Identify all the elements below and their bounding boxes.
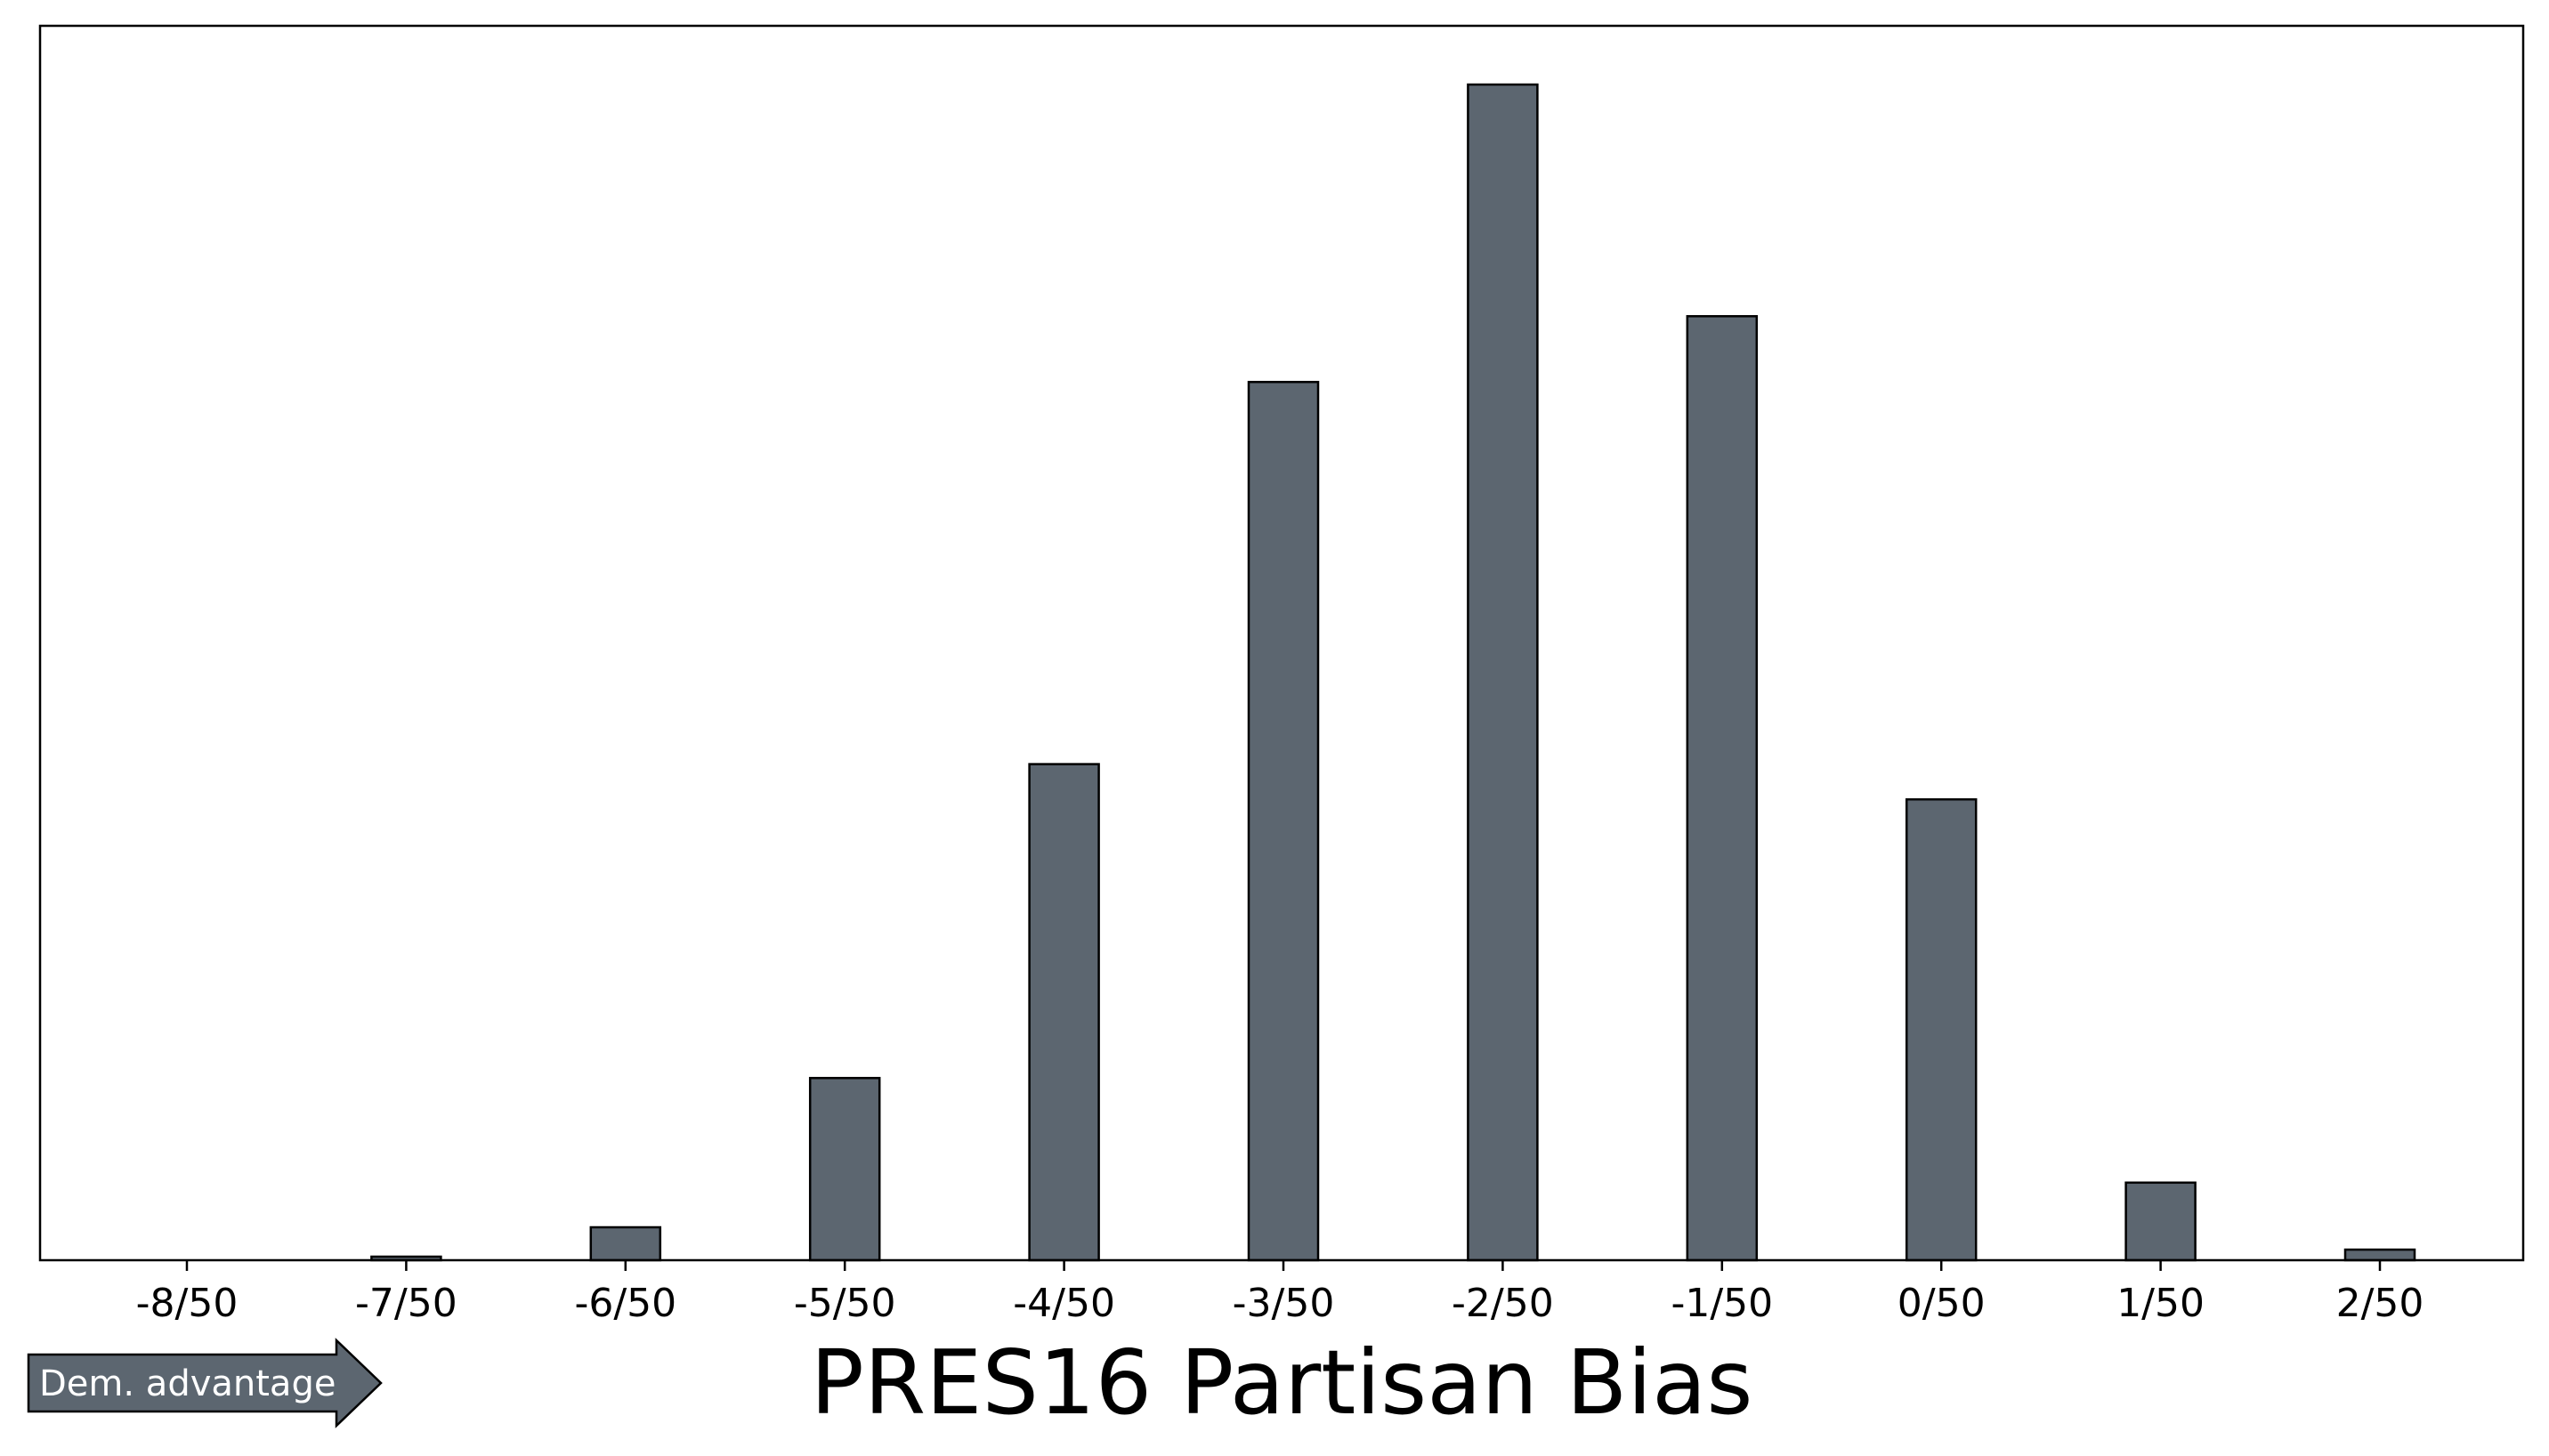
x-tick-label: -2/50 [1452, 1281, 1554, 1326]
bar [2124, 1181, 2197, 1262]
bar [2343, 1248, 2416, 1262]
bar [1247, 380, 1320, 1262]
x-tick-label: -3/50 [1233, 1281, 1335, 1326]
bar [1467, 83, 1539, 1262]
bar [1686, 315, 1759, 1262]
dem-advantage-annotation: Dem. advantage [27, 1338, 383, 1428]
bar [589, 1225, 662, 1262]
x-axis-label: PRES16 Partisan Bias [811, 1331, 1753, 1435]
bar [1028, 763, 1100, 1262]
bars-group [370, 83, 2416, 1262]
x-tick-label: -7/50 [355, 1281, 457, 1326]
x-tick-label: -8/50 [136, 1281, 239, 1326]
dem-advantage-label: Dem. advantage [39, 1363, 336, 1404]
x-tick-label: -1/50 [1671, 1281, 1773, 1326]
x-tick-label: 1/50 [2116, 1281, 2205, 1326]
plot-frame [38, 24, 2525, 1262]
x-ticks-group: -8/50 -7/50 -6/50 -5/50 -4/50 -3/50 -2/50 -1/50… [136, 1260, 2424, 1326]
x-tick-label: 2/50 [2336, 1281, 2424, 1326]
x-tick-label: -5/50 [794, 1281, 896, 1326]
bar [1905, 797, 1978, 1262]
x-tick-label: -6/50 [574, 1281, 676, 1326]
right-arrow-icon [27, 1338, 383, 1428]
x-tick-label: 0/50 [1898, 1281, 1986, 1326]
bar [808, 1077, 881, 1262]
x-tick-label: -4/50 [1013, 1281, 1115, 1326]
